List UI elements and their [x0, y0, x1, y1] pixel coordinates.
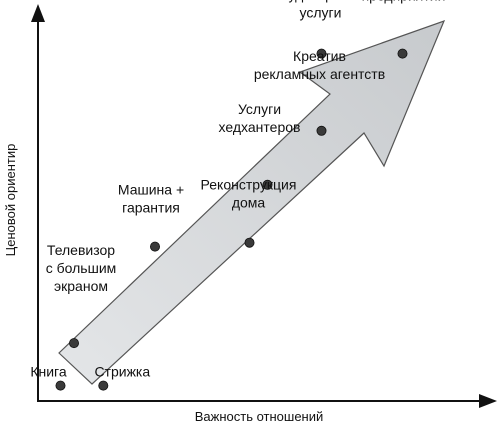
label-line: Аудиторские: [279, 0, 361, 3]
label-line: услуги: [300, 5, 342, 21]
label-line: Телевизор: [47, 242, 115, 258]
label-kniga: Книга: [30, 364, 67, 380]
point-kniga: [55, 380, 66, 391]
label-strizhka: Стрижка: [94, 364, 150, 380]
y-axis-arrowhead: [31, 4, 45, 22]
label-line: с большим: [46, 260, 117, 276]
point-auditorskie: [316, 48, 327, 59]
y-axis-title: Ценовой ориентир: [3, 144, 18, 257]
label-televizor: Телевизор с большим экраном: [46, 242, 117, 294]
label-line: Машина +: [118, 182, 184, 198]
x-axis-title: Важность отношений: [195, 409, 324, 424]
data-labels: Книга Стрижка Телевизор с большим экраном Маш…: [30, 0, 448, 380]
label-uslugi-hedhanterov: Услуги хедхантеров: [219, 101, 301, 135]
label-line: дома: [232, 195, 266, 211]
label-line: экраном: [54, 278, 108, 294]
point-it-programmy: [397, 48, 408, 59]
label-mashina: Машина + гарантия: [118, 182, 184, 216]
label-rekonstrukciya: Реконструкция дома: [201, 177, 297, 211]
label-kreativ: Креатив рекламных агентств: [254, 48, 385, 82]
x-axis-arrowhead: [479, 394, 497, 408]
point-televizor: [69, 338, 80, 349]
label-line: гарантия: [122, 200, 180, 216]
label-auditorskie: Аудиторские услуги: [279, 0, 361, 21]
point-mashina: [149, 241, 160, 252]
label-line: рекламных агентств: [254, 66, 385, 82]
label-it-programmy: IT-программымасштабапредприятий: [359, 0, 448, 4]
label-line: предприятий: [362, 0, 446, 4]
trend-arrow: [58, 19, 446, 385]
point-kreativ: [316, 125, 327, 136]
point-strizhka: [98, 380, 109, 391]
label-line: Креатив: [293, 48, 346, 64]
label-line: Услуги: [238, 101, 281, 117]
label-line: Книга: [30, 364, 67, 380]
label-line: хедхантеров: [219, 119, 301, 135]
data-points: [55, 48, 408, 391]
label-line: Реконструкция: [201, 177, 297, 193]
label-line: Стрижка: [94, 364, 150, 380]
point-rekonstrukciya: [244, 237, 255, 248]
point-uslugi-hedhanterov: [262, 179, 273, 190]
